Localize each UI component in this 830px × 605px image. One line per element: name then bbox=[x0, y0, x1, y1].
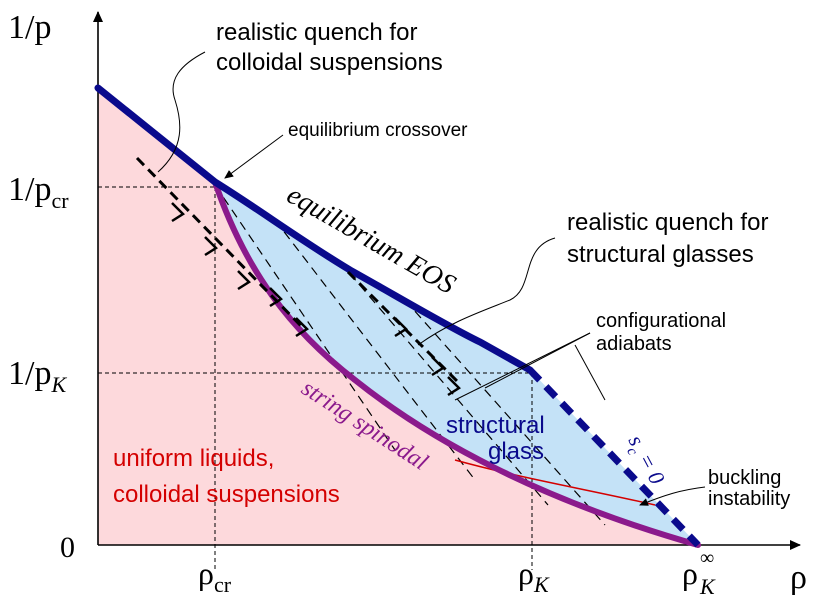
glass-quench-text-2: structural glasses bbox=[567, 241, 754, 268]
crossover-leader bbox=[224, 134, 284, 179]
x-tick-rK: ρK bbox=[518, 555, 550, 597]
x-tick-rcr: ρcr bbox=[198, 555, 232, 597]
chevron-icon bbox=[237, 270, 251, 291]
colloid-quench-text-2: colloidal suspensions bbox=[216, 49, 443, 76]
x-tick-rKinf-sup: ∞ bbox=[700, 547, 714, 569]
chevron-icon bbox=[204, 236, 218, 257]
adiabats-leader bbox=[574, 344, 606, 401]
colloid-quench-arrow bbox=[135, 156, 309, 338]
adiabat-line bbox=[404, 299, 606, 526]
x-tick-rKinf: ρ bbox=[682, 555, 698, 591]
sc-zero-curve bbox=[527, 367, 701, 548]
liquid-region-label-2: colloidal suspensions bbox=[113, 481, 340, 508]
chevron-icon bbox=[295, 317, 309, 338]
axes bbox=[93, 11, 801, 550]
chevron-icon bbox=[447, 376, 461, 397]
y-tick-pcr: 1/pcr bbox=[8, 171, 69, 213]
chevron-icon bbox=[171, 202, 185, 223]
chevron-icon bbox=[269, 287, 283, 308]
glass-region bbox=[215, 182, 698, 545]
colloid-quench-text-1: realistic quench for bbox=[216, 19, 417, 46]
buckling-text-2: instability bbox=[708, 488, 790, 510]
adiabats-text-2: adiabats bbox=[596, 333, 672, 355]
colloid-quench-leader bbox=[157, 51, 206, 173]
glass-quench-text-1: realistic quench for bbox=[567, 209, 768, 236]
adiabats-leader bbox=[454, 332, 591, 401]
y-tick-zero: 0 bbox=[60, 531, 75, 564]
buckling-text-1: buckling bbox=[708, 467, 781, 489]
adiabat-line bbox=[339, 261, 549, 506]
glass-quench-leader bbox=[417, 237, 556, 346]
liquid-region bbox=[98, 88, 698, 545]
liquid-region-label-1: uniform liquids, bbox=[113, 445, 274, 472]
adiabat-line bbox=[214, 184, 396, 451]
crossover-text: equilibrium crossover bbox=[288, 120, 468, 141]
equilibrium-eos-curve bbox=[94, 84, 534, 374]
chevron-icon bbox=[394, 317, 408, 338]
leader-lines bbox=[157, 51, 706, 506]
y-axis-title: 1/p bbox=[8, 9, 51, 46]
glass-quench-arrow bbox=[346, 270, 461, 397]
glass-region-label-1: structural bbox=[446, 412, 545, 439]
buckling-leader bbox=[639, 486, 706, 506]
adiabats-leader bbox=[484, 332, 591, 389]
x-axis-title: ρ bbox=[790, 559, 807, 596]
buckling-line bbox=[454, 459, 656, 506]
guide-lines bbox=[98, 186, 533, 570]
adiabats-text-1: configurational bbox=[596, 310, 726, 332]
chevron-icon bbox=[431, 356, 445, 377]
y-tick-pK: 1/pK bbox=[8, 355, 67, 397]
x-tick-rKinf-sub: K bbox=[699, 574, 716, 599]
glass-region-label-2: glass bbox=[488, 438, 544, 465]
string-spinodal-curve bbox=[212, 179, 701, 548]
